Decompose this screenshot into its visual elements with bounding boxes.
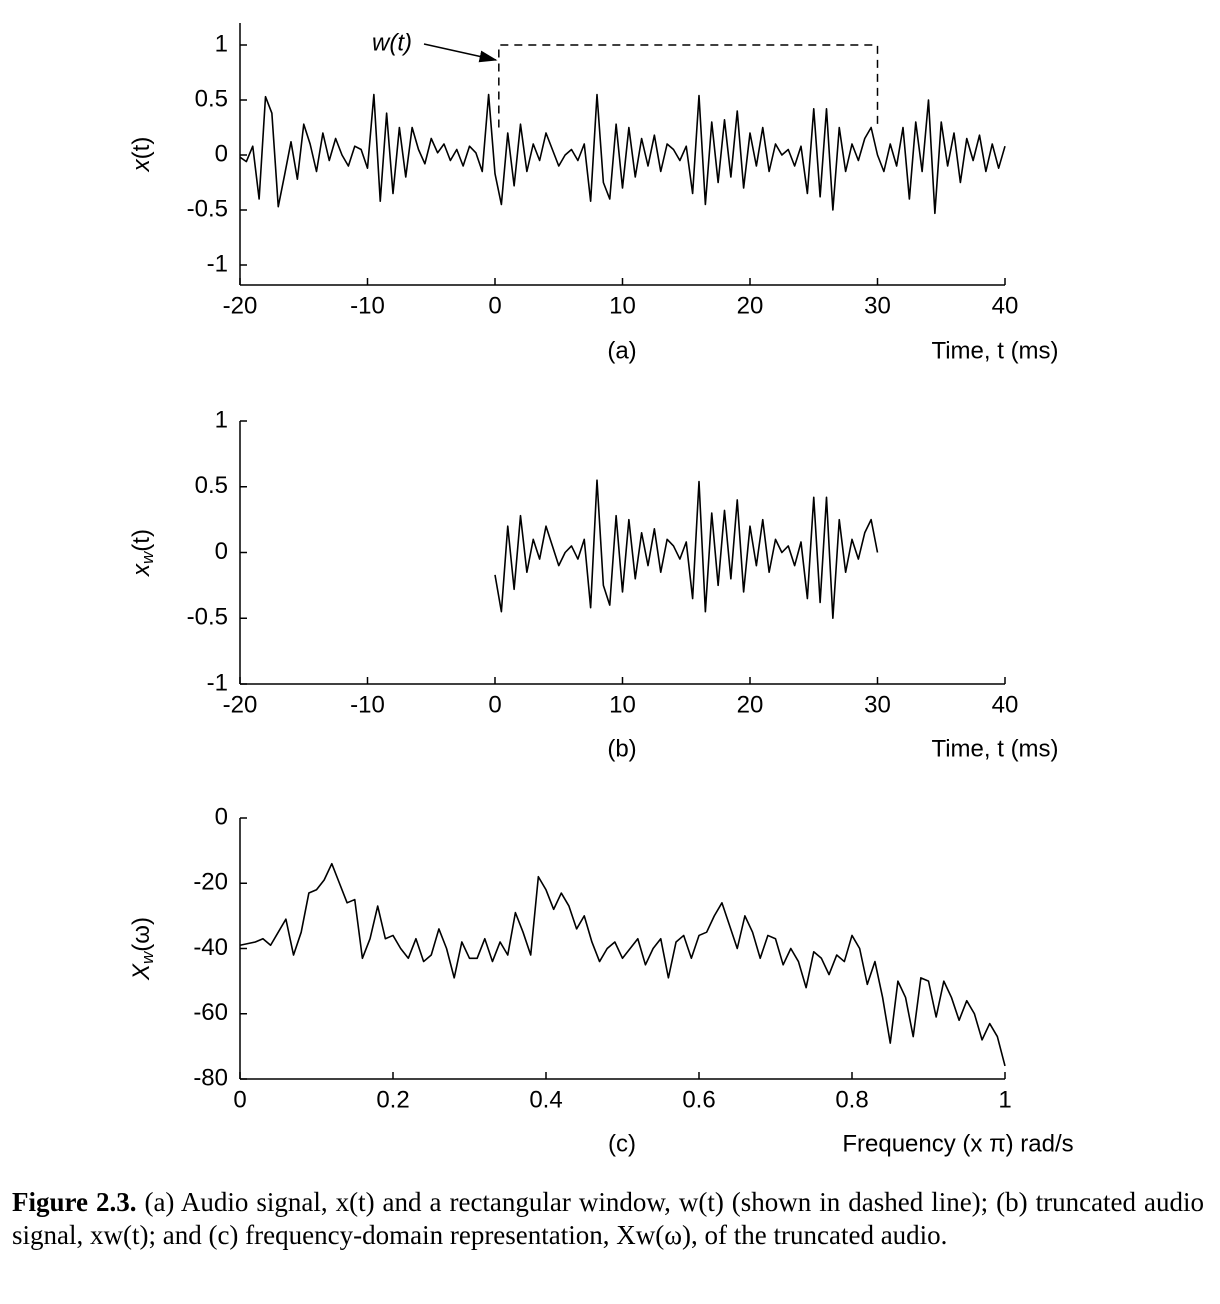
panel-label: (b)	[607, 735, 636, 762]
x-tick-label: 0	[488, 292, 501, 319]
y-tick-label: 0	[215, 538, 228, 565]
window-line	[498, 44, 879, 128]
y-axis-label: Xw(ω)	[128, 917, 157, 981]
y-tick-label: -1	[207, 669, 228, 696]
y-tick-label: -60	[193, 999, 228, 1026]
y-tick-label: 1	[215, 30, 228, 57]
x-tick-label: 0.2	[376, 1086, 409, 1113]
x-tick-label: 0.4	[529, 1086, 562, 1113]
x-axis-label: Time, t (ms)	[931, 735, 1058, 762]
y-axis-label-part: w	[138, 550, 157, 564]
y-tick-label: 0.5	[195, 472, 228, 499]
x-tick-label: 10	[609, 691, 636, 718]
y-axis-label-part: X	[128, 963, 155, 981]
y-axis-label: x(t)	[128, 137, 155, 173]
x-tick-label: 0.6	[682, 1086, 715, 1113]
y-tick-label: 1	[215, 406, 228, 433]
y-axis-label-part: x	[128, 563, 155, 577]
x-tick-label: 40	[992, 691, 1019, 718]
y-axis-label-part: (t)	[128, 529, 155, 552]
x-tick-label: 30	[864, 292, 891, 319]
x-axis-label: Frequency (x π) rad/s	[842, 1130, 1073, 1157]
y-tick-label: -20	[193, 869, 228, 896]
annotation-arrow	[423, 43, 498, 63]
panel-label: (a)	[607, 337, 636, 364]
x-axis-label: Time, t (ms)	[931, 337, 1058, 364]
y-tick-label: 0	[215, 803, 228, 830]
x-tick-label: 0	[233, 1086, 246, 1113]
signal-line	[494, 479, 879, 620]
y-axis-label-part: (t)	[128, 137, 155, 160]
y-axis-label-part: x	[128, 158, 155, 172]
y-tick-label: 0	[215, 140, 228, 167]
caption-text: (a) Audio signal, x(t) and a rectangular…	[12, 1187, 1205, 1250]
caption-label: Figure 2.3.	[12, 1187, 137, 1217]
y-tick-label: -80	[193, 1064, 228, 1091]
annotation: w(t)	[372, 29, 412, 56]
x-tick-label: 30	[864, 691, 891, 718]
y-axis-label-part: (ω)	[128, 917, 155, 952]
x-tick-label: 20	[737, 292, 764, 319]
x-tick-label: 10	[609, 292, 636, 319]
y-axis-label: xw(t)	[128, 529, 157, 577]
x-tick-label: -10	[350, 292, 385, 319]
x-tick-label: 0	[488, 691, 501, 718]
x-tick-label: -20	[223, 292, 258, 319]
y-axis-label-part: w	[138, 950, 157, 964]
x-tick-label: -10	[350, 691, 385, 718]
y-tick-label: -0.5	[187, 195, 228, 222]
x-tick-label: -20	[223, 691, 258, 718]
signal-line	[239, 862, 1006, 1067]
y-tick-label: -0.5	[187, 604, 228, 631]
panel-label: (c)	[608, 1130, 636, 1157]
x-tick-label: 20	[737, 691, 764, 718]
y-tick-label: 0.5	[195, 85, 228, 112]
caption: Figure 2.3. (a) Audio signal, x(t) and a…	[12, 1186, 1204, 1252]
x-tick-label: 1	[998, 1086, 1011, 1113]
y-tick-label: -40	[193, 934, 228, 961]
figure: w(t) -1-0.500.51-20 -10 0 10 20 30 40x(t)(a) Ti…	[128, 23, 1074, 1157]
y-tick-label: -1	[207, 250, 228, 277]
x-tick-label: 40	[992, 292, 1019, 319]
signal-line	[239, 93, 1006, 215]
x-tick-label: 0.8	[835, 1086, 868, 1113]
